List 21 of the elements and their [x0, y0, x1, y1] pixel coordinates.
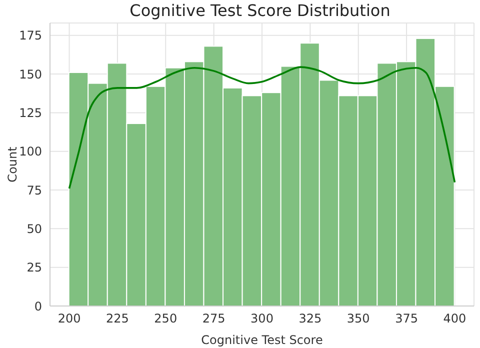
- y-tick-label: 125: [19, 106, 42, 120]
- y-tick-label: 150: [19, 67, 42, 82]
- y-axis-title: Count: [5, 146, 20, 182]
- x-tick-label: 400: [443, 312, 466, 326]
- y-tick-label: 50: [26, 222, 42, 236]
- x-tick-label: 200: [58, 312, 81, 326]
- x-axis-title: Cognitive Test Score: [201, 333, 323, 347]
- x-tick-label: 350: [346, 312, 370, 326]
- x-tick-label: 275: [202, 312, 226, 326]
- chart-title: Cognitive Test Score Distribution: [128, 0, 392, 20]
- y-tick-label: 25: [26, 260, 42, 275]
- y-tick-label: 75: [26, 183, 42, 198]
- x-tick-label: 375: [395, 312, 418, 326]
- x-tick-label: 250: [154, 312, 178, 326]
- line-series: [68, 66, 456, 190]
- x-tick-label: 325: [298, 312, 322, 326]
- y-tick-label: 0: [34, 299, 42, 314]
- y-tick-label: 175: [19, 28, 42, 43]
- x-tick-label: 300: [250, 312, 274, 326]
- x-tick-label: 225: [106, 312, 129, 326]
- y-tick-label: 100: [19, 144, 42, 159]
